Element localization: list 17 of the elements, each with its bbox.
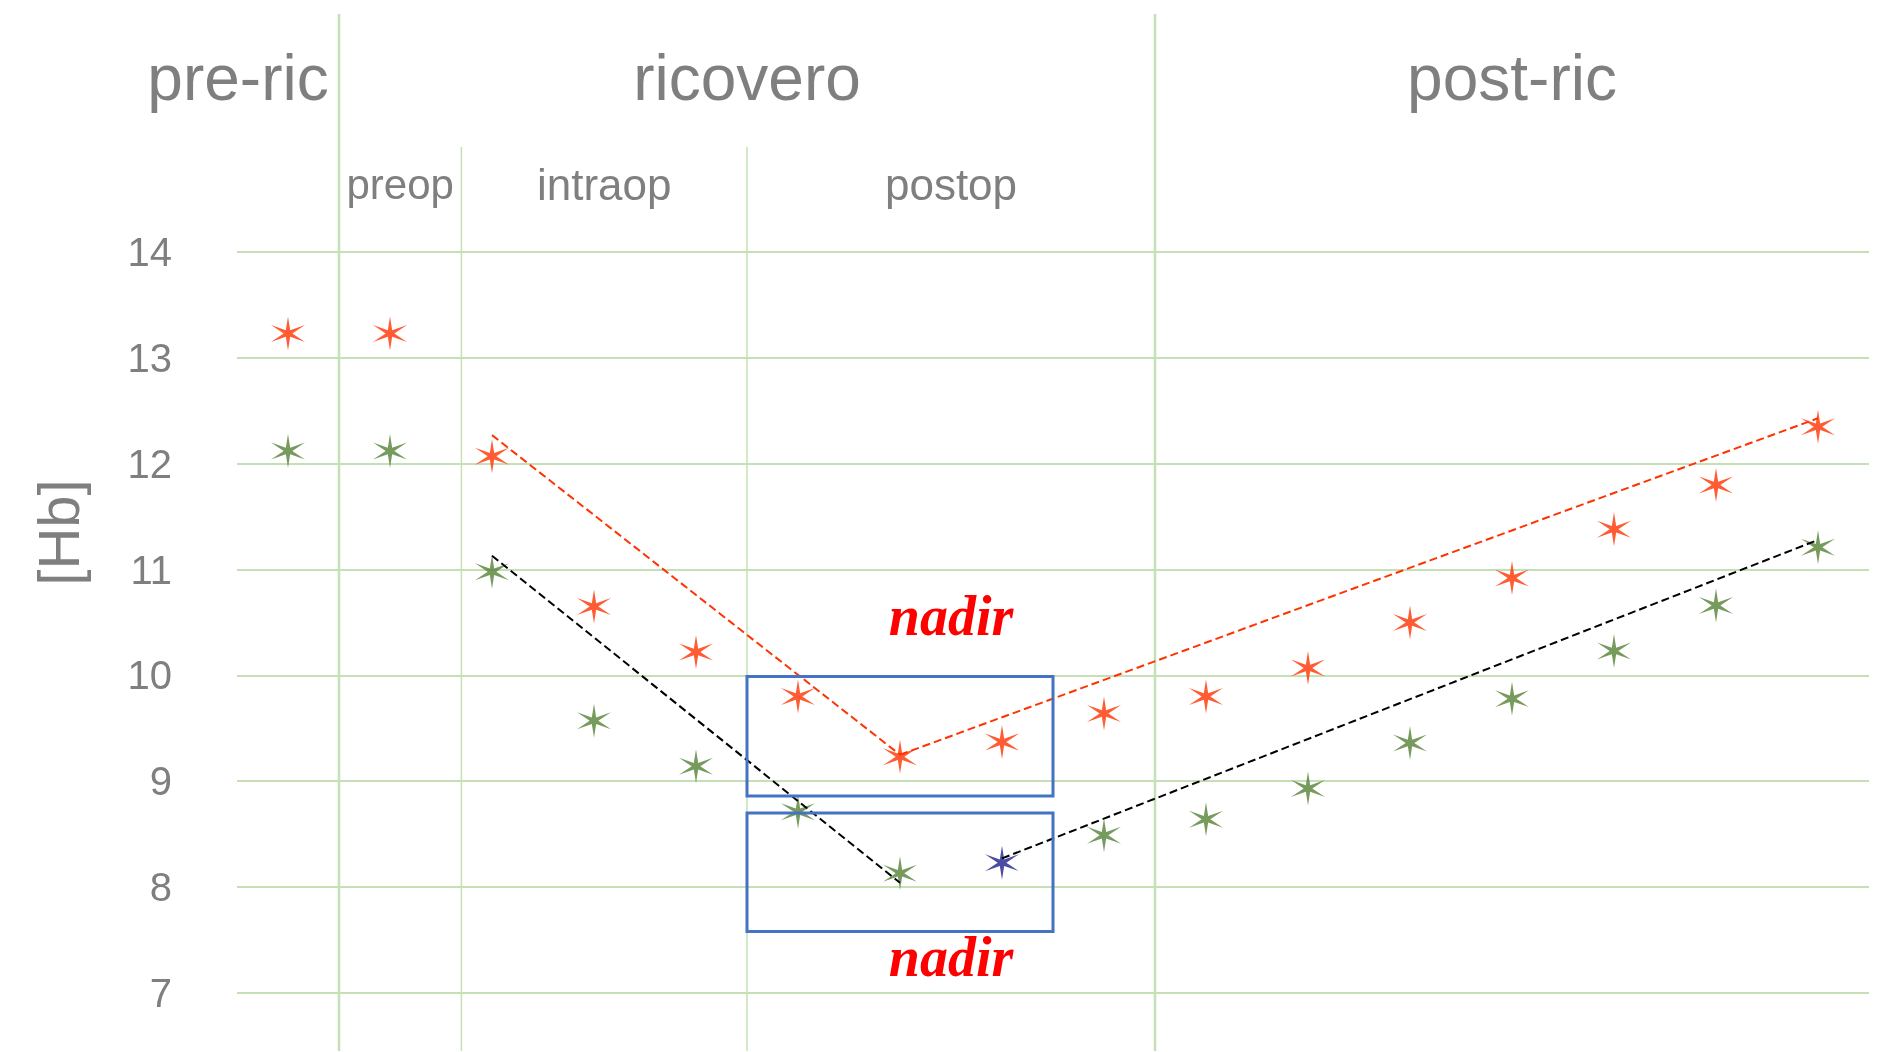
annotation: postop bbox=[884, 159, 1018, 209]
annotation: preop bbox=[346, 160, 454, 208]
y-tick-label: 12 bbox=[127, 441, 172, 486]
annotation: nadir bbox=[888, 585, 1015, 648]
y-axis-title: [Hb] bbox=[25, 479, 91, 586]
y-tick-label: 7 bbox=[149, 970, 172, 1015]
annotation: nadir bbox=[888, 925, 1015, 988]
y-tick-label: 14 bbox=[127, 230, 172, 275]
y-tick-label: 10 bbox=[127, 653, 172, 698]
y-tick-label: 9 bbox=[149, 759, 172, 804]
y-tick-label: 8 bbox=[149, 864, 172, 909]
annotation: pre-ric bbox=[147, 42, 329, 114]
annotation: ricovero bbox=[633, 42, 861, 114]
y-tick-label: 11 bbox=[130, 547, 172, 592]
annotation: post-ric bbox=[1407, 42, 1617, 114]
annotation: intraop bbox=[536, 159, 672, 209]
y-tick-label: 13 bbox=[127, 335, 172, 380]
